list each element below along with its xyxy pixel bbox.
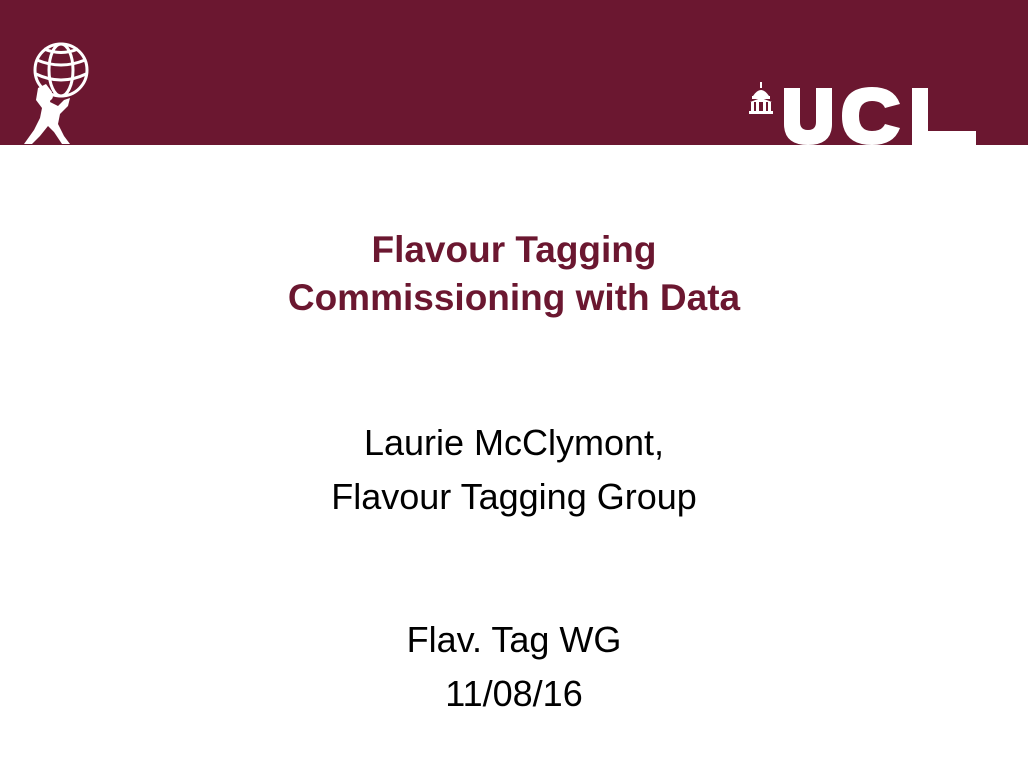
title-line-1: Flavour Tagging: [371, 229, 657, 270]
header-band: [0, 0, 1028, 145]
atlas-logo-icon: [14, 40, 100, 146]
author-name: Laurie McClymont,: [363, 422, 665, 463]
author-block: Laurie McClymont, Flavour Tagging Group: [0, 416, 1028, 524]
slide-title: Flavour Tagging Commissioning with Data: [0, 226, 1028, 322]
title-line-2: Commissioning with Data: [287, 277, 741, 318]
meeting-date: 11/08/16: [445, 673, 583, 714]
ucl-logo: [748, 82, 980, 145]
meeting-block: Flav. Tag WG 11/08/16: [0, 613, 1028, 721]
meeting-name: Flav. Tag WG: [406, 619, 622, 660]
ucl-portico-icon: [749, 82, 773, 114]
author-group: Flavour Tagging Group: [331, 476, 697, 517]
